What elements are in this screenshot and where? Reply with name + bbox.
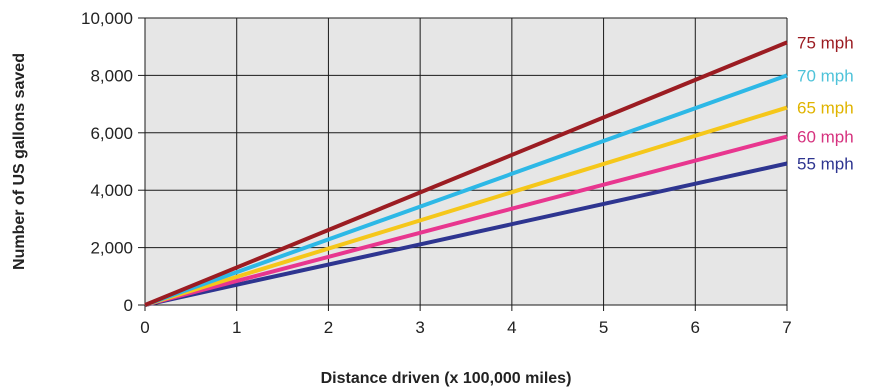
series-line-70-mph: [144, 73, 788, 307]
x-tick-label: 2: [324, 318, 333, 337]
y-tick-label: 0: [124, 296, 133, 315]
x-axis-ticks: 0 1 2 3 4 5 6 7: [140, 318, 791, 337]
y-tick-label: 8,000: [90, 66, 133, 85]
series-label: 75 mph: [797, 33, 854, 52]
series-line-60-mph: [144, 134, 788, 307]
plot-area: [145, 18, 787, 305]
series-label: 55 mph: [797, 155, 854, 174]
y-axis-title: Number of US gallons saved: [11, 53, 28, 270]
x-tick-label: 4: [507, 318, 516, 337]
y-tick-label: 6,000: [90, 124, 133, 143]
x-tick-label: 1: [232, 318, 241, 337]
series-label: 70 mph: [797, 66, 854, 85]
series-line-65-mph: [144, 105, 788, 307]
x-tick-label: 6: [691, 318, 700, 337]
x-tick-label: 5: [599, 318, 608, 337]
y-tick-label: 2,000: [90, 239, 133, 258]
x-axis-title: Distance driven (x 100,000 miles): [321, 370, 572, 387]
series-group: [144, 40, 788, 307]
series-label: 60 mph: [797, 128, 854, 147]
series-line-55-mph: [144, 161, 788, 307]
series-labels: 75 mph 70 mph 65 mph 60 mph 55 mph: [797, 33, 854, 173]
y-tick-label: 4,000: [90, 181, 133, 200]
x-tick-label: 7: [782, 318, 791, 337]
x-tick-label: 3: [415, 318, 424, 337]
y-axis-ticks: 0 2,000 4,000 6,000 8,000 10,000: [81, 9, 133, 315]
y-tick-label: 10,000: [81, 9, 133, 28]
series-label: 65 mph: [797, 99, 854, 118]
series-line-75-mph: [144, 40, 788, 307]
x-tick-label: 0: [140, 318, 149, 337]
